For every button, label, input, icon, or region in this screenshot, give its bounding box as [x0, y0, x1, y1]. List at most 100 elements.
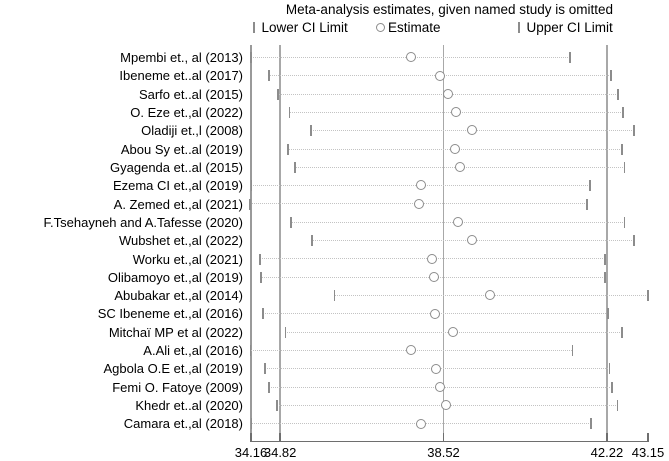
lower-ci-cap [250, 52, 252, 63]
study-label: Mpembi et., al (2013) [120, 50, 243, 65]
study-label: Worku et.,al (2021) [132, 251, 243, 267]
estimate-marker [455, 162, 466, 173]
lower-ci-cap [276, 400, 278, 412]
upper-ci-cap [623, 161, 626, 173]
lower-ci-cap [293, 161, 296, 173]
upper-ci-cap [623, 216, 626, 228]
estimate-marker [429, 308, 440, 319]
x-axis-tick [606, 433, 608, 441]
x-axis-tick-label: 38.52 [427, 444, 460, 460]
upper-ci-cap [610, 70, 613, 82]
study-label: Sarfo et..al (2015) [138, 86, 243, 102]
estimate-marker [426, 253, 437, 264]
lower-ci-cap [250, 180, 253, 192]
upper-ci-cap [617, 88, 619, 100]
upper-ci-cap [571, 345, 574, 357]
estimate-marker [434, 381, 445, 392]
lower-ci-cap [333, 290, 336, 302]
study-label: Gyagenda et..al (2015) [110, 159, 243, 175]
x-axis-line [250, 441, 649, 443]
upper-ci-cap [632, 125, 635, 137]
lower-ci-cap [277, 88, 280, 100]
upper-ci-cap [632, 235, 635, 247]
x-axis-tick [442, 433, 445, 441]
upper-ci-cap [568, 52, 571, 63]
legend-label-upper-ci: Upper CI Limit [526, 19, 613, 35]
estimate-marker [406, 345, 417, 356]
lower-ci-cap [262, 308, 264, 320]
study-label: Olibamoyo et.,al (2019) [107, 269, 243, 285]
study-label: Ezema CI et.,al (2019) [112, 178, 243, 194]
legend-label-lower-ci: Lower CI Limit [261, 19, 348, 35]
upper-ci-cap [604, 271, 607, 283]
upper-ci-cap [603, 253, 606, 265]
lower-ci-cap [249, 345, 252, 357]
estimate-marker [416, 180, 427, 191]
upper-ci-cap [622, 106, 625, 118]
study-label: SC Ibeneme et.,al (2016) [97, 306, 243, 322]
study-label: F.Tsehayneh and A.Tafesse (2020) [43, 214, 243, 230]
lower-ci-bar-icon [253, 21, 255, 33]
x-axis-tick-label: 34.82 [263, 444, 297, 460]
lower-ci-cap [284, 326, 287, 338]
study-label: Wubshet et.,al (2022) [118, 233, 243, 249]
study-label: Oladiji et.,l (2008) [141, 123, 243, 139]
estimate-marker [466, 125, 477, 136]
study-label: Mitchaï MP et al (2022) [108, 324, 243, 340]
estimate-marker [453, 217, 464, 228]
lower-ci-cap [250, 418, 253, 430]
legend-item-upper-ci: Upper CI Limit [518, 19, 613, 35]
lower-ci-cap [311, 235, 314, 247]
estimate-marker [449, 143, 460, 154]
lower-ci-cap [310, 125, 312, 137]
lower-ci-cap [264, 363, 267, 375]
upper-ci-bar-icon [518, 21, 520, 33]
upper-ci-cap [621, 143, 623, 155]
x-axis-tick-label: 42.22 [590, 444, 624, 460]
x-axis-tick [279, 433, 281, 441]
x-axis-tick-label: 43.15 [631, 444, 665, 460]
upper-ci-cap [616, 400, 619, 412]
study-label: Femi O. Fatoye (2009) [112, 379, 243, 395]
upper-ci-cap [621, 326, 623, 338]
lower-ci-cap [288, 106, 291, 118]
x-axis-tick [250, 433, 252, 441]
estimate-marker [441, 400, 452, 411]
estimate-marker [442, 88, 453, 99]
chart-title: Meta-analysis estimates, given named stu… [285, 2, 614, 17]
estimate-marker [431, 363, 442, 374]
study-label: Ibeneme et..al (2017) [119, 68, 243, 84]
x-axis-tick-label: 34.16 [234, 444, 268, 460]
study-label: Abou Sy et..al (2019) [120, 141, 243, 157]
lower-ci-cap [249, 198, 251, 210]
study-label: O. Eze et.,al (2022) [130, 104, 243, 120]
study-label: Camara et.,al (2018) [123, 416, 243, 432]
estimate-marker [447, 327, 458, 337]
upper-ci-cap [590, 418, 592, 430]
lower-ci-cap [267, 70, 270, 82]
study-label: Abubakar et.,al (2014) [114, 288, 243, 304]
study-label: A. Zemed et.,al (2021) [113, 196, 243, 212]
upper-ci-cap [589, 180, 592, 192]
estimate-marker [413, 198, 424, 209]
legend-item-lower-ci: Lower CI Limit [253, 19, 348, 35]
upper-ci-cap [608, 363, 611, 375]
estimate-marker [485, 290, 496, 301]
lower-ci-cap [268, 381, 270, 393]
lower-ci-cap [290, 216, 293, 228]
lower-ci-cap [287, 143, 289, 155]
estimate-marker [405, 52, 416, 63]
x-axis-tick [647, 433, 649, 441]
estimate-marker [435, 70, 446, 81]
study-label: Agbola O.E et.,al (2019) [103, 361, 243, 377]
estimate-circle-icon [376, 22, 385, 32]
reference-line [606, 45, 608, 441]
upper-ci-cap [610, 381, 613, 393]
upper-ci-cap [647, 290, 649, 302]
upper-ci-cap [606, 308, 609, 320]
legend-item-estimate: Estimate [376, 19, 441, 35]
lower-ci-cap [259, 253, 262, 265]
reference-line [279, 45, 281, 441]
y-axis-line [250, 45, 252, 441]
